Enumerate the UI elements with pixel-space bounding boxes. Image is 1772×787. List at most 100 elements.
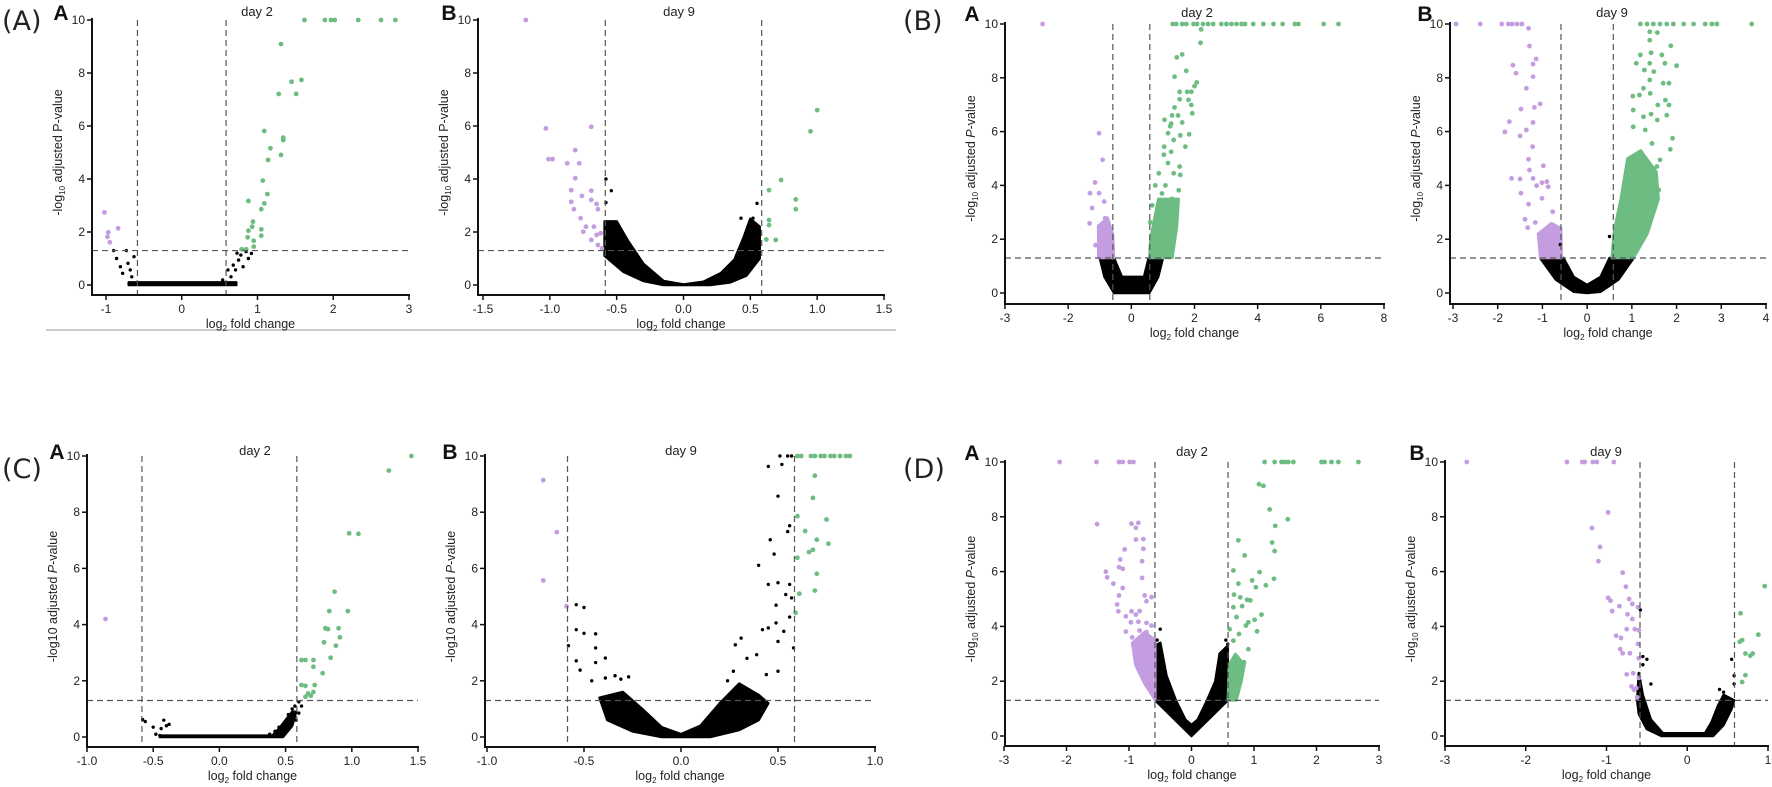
panel-title: day 9 bbox=[1590, 444, 1622, 459]
x-tick-label: 0.0 bbox=[211, 754, 228, 768]
downregulated-point bbox=[115, 225, 121, 231]
upregulated-point bbox=[796, 591, 802, 597]
x-tick-label: 2 bbox=[1191, 311, 1198, 325]
downregulated-point bbox=[102, 209, 107, 215]
downregulated-point bbox=[1522, 216, 1528, 222]
y-tick-label: 6 bbox=[78, 119, 85, 133]
label-part: 10 bbox=[444, 185, 453, 194]
upregulated-point bbox=[826, 541, 831, 547]
x-tick-label: 1 bbox=[1251, 753, 1258, 767]
upregulated-point bbox=[1296, 21, 1301, 27]
label-part: log bbox=[206, 317, 223, 331]
ns-point bbox=[774, 621, 778, 625]
upregulated-point bbox=[299, 77, 304, 83]
ns-point bbox=[1224, 638, 1228, 642]
upregulated-point bbox=[812, 473, 818, 479]
ns-point bbox=[283, 719, 288, 724]
downregulated-point bbox=[1142, 593, 1148, 598]
x-tick-label: 0.5 bbox=[277, 754, 294, 768]
upregulated-point bbox=[1184, 89, 1190, 95]
y-axis-label: -log10 adjusted P-value bbox=[51, 89, 67, 215]
label-part: fold change bbox=[658, 317, 726, 331]
ns-point bbox=[755, 201, 759, 206]
upregulated-point bbox=[278, 152, 284, 158]
y-tick-label: 4 bbox=[471, 618, 478, 632]
ns-density-region bbox=[1154, 641, 1230, 738]
upregulated-point bbox=[1637, 52, 1643, 58]
label-part: adjusted bbox=[964, 138, 978, 192]
y-axis-label: -log10 adjusted P-value bbox=[437, 89, 453, 215]
ns-point bbox=[118, 265, 123, 269]
downregulated-point bbox=[1527, 43, 1532, 49]
downregulated-point bbox=[1087, 190, 1093, 196]
upregulated-point bbox=[1177, 172, 1183, 178]
y-tick-label: 6 bbox=[73, 561, 80, 575]
y-tick-label: 8 bbox=[991, 71, 998, 85]
upregulated-point bbox=[303, 657, 308, 663]
upregulated-point bbox=[1263, 582, 1269, 588]
panel-letter: A bbox=[964, 442, 979, 465]
panel-title: day 2 bbox=[239, 443, 271, 458]
downregulated-point bbox=[1605, 510, 1611, 515]
upregulated-point bbox=[1182, 144, 1188, 150]
upregulated-point bbox=[1192, 83, 1197, 89]
downregulated-point bbox=[1514, 21, 1520, 27]
upregulated-point bbox=[328, 17, 334, 23]
upregulated-point bbox=[1749, 21, 1755, 27]
downregulated-point bbox=[1087, 220, 1093, 226]
ns-point bbox=[277, 725, 281, 729]
upregulated-point bbox=[1742, 651, 1748, 656]
downregulated-point bbox=[1092, 180, 1098, 185]
downregulated-point bbox=[1104, 227, 1110, 233]
downregulated-point bbox=[1634, 694, 1640, 700]
upregulated-point bbox=[1655, 102, 1661, 108]
x-tick-label: -1.0 bbox=[539, 302, 560, 316]
upregulated-point bbox=[278, 41, 284, 47]
ns-point bbox=[787, 582, 792, 587]
x-tick-label: 2 bbox=[1313, 753, 1320, 767]
downregulated-point bbox=[1120, 585, 1126, 591]
label-part: -value bbox=[964, 536, 978, 570]
ns-point bbox=[582, 631, 586, 636]
upregulated-point bbox=[1179, 21, 1185, 27]
downregulated-point bbox=[594, 232, 600, 238]
upregulated-point bbox=[1245, 646, 1251, 652]
upregulated-point bbox=[1648, 50, 1654, 56]
downregulated-point bbox=[1532, 220, 1538, 225]
upregulated-point bbox=[1702, 21, 1708, 27]
downregulated-point bbox=[591, 224, 597, 230]
ns-point bbox=[239, 253, 243, 257]
group-label-c: (C) bbox=[2, 454, 42, 485]
upregulated-point bbox=[1161, 152, 1167, 158]
upregulated-point bbox=[1237, 594, 1243, 600]
upregulated-point bbox=[1262, 459, 1268, 465]
upregulated-point bbox=[1260, 21, 1266, 27]
downregulated-point bbox=[1539, 195, 1545, 201]
y-tick-label: 10 bbox=[458, 13, 472, 27]
downregulated-point bbox=[1525, 225, 1531, 231]
downregulated-point bbox=[599, 246, 605, 251]
x-tick-label: -3 bbox=[1440, 753, 1451, 767]
y-tick-label: 0 bbox=[991, 286, 998, 300]
downregulated-point bbox=[1144, 598, 1149, 604]
upregulated-point bbox=[1633, 60, 1639, 66]
ns-point bbox=[114, 256, 119, 261]
ns-point bbox=[159, 726, 163, 731]
upregulated-point bbox=[308, 693, 314, 699]
x-tick-label: 1.0 bbox=[343, 754, 360, 768]
upregulated-point bbox=[1169, 113, 1175, 118]
upregulated-point bbox=[267, 145, 273, 151]
ns-density-region bbox=[1538, 256, 1635, 295]
downregulated-point bbox=[572, 175, 578, 181]
upregulated-point bbox=[261, 128, 267, 134]
upregulated-point bbox=[843, 453, 849, 459]
label-part: log bbox=[1562, 768, 1579, 782]
downregulated-point bbox=[1526, 25, 1531, 31]
panel-title: day 2 bbox=[1181, 5, 1213, 20]
upregulated-point bbox=[778, 177, 784, 183]
x-axis-label: log2 fold change bbox=[1150, 326, 1239, 342]
upregulated-point bbox=[1243, 623, 1249, 628]
upregulated-point bbox=[1179, 51, 1185, 57]
ns-point bbox=[780, 462, 784, 467]
